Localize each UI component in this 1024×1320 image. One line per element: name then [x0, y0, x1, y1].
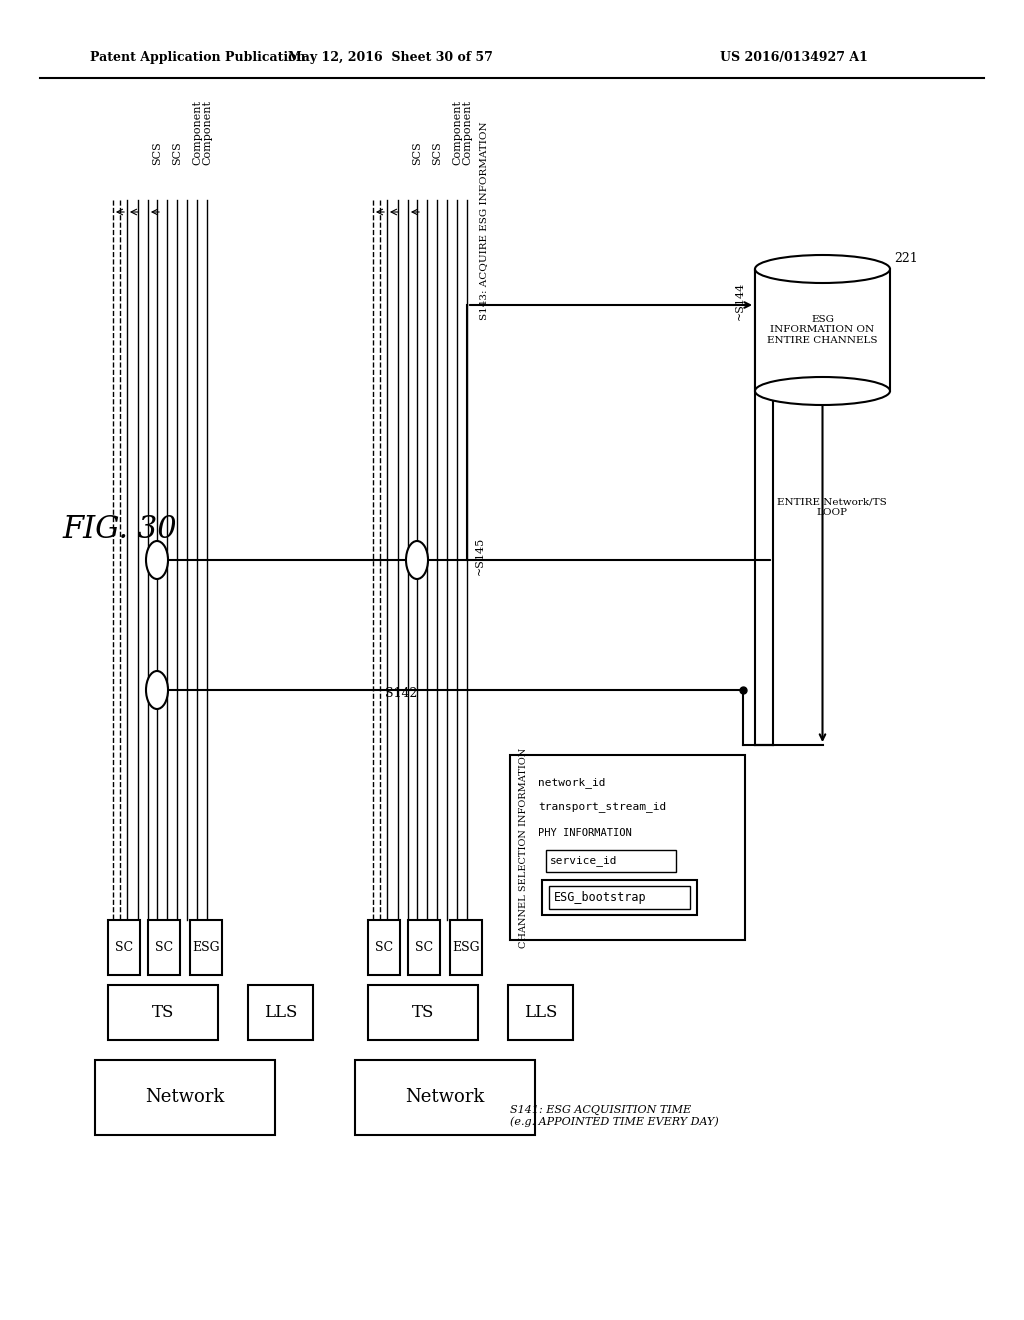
Bar — [546, 850, 676, 873]
Text: LLS: LLS — [524, 1005, 557, 1020]
Text: Component: Component — [462, 100, 472, 165]
Bar — [355, 1060, 535, 1135]
Ellipse shape — [406, 541, 428, 579]
Bar — [190, 920, 222, 975]
Bar — [408, 920, 440, 975]
Text: ~S145: ~S145 — [475, 537, 485, 576]
Text: SCS: SCS — [152, 141, 162, 165]
Text: SCS: SCS — [172, 141, 182, 165]
Text: PHY INFORMATION: PHY INFORMATION — [538, 828, 632, 838]
Text: 221: 221 — [894, 252, 918, 265]
Text: CHANNEL SELECTION INFORMATION: CHANNEL SELECTION INFORMATION — [518, 747, 527, 948]
Bar — [542, 880, 697, 915]
Text: ESG_bootstrap: ESG_bootstrap — [554, 891, 646, 904]
Text: S143: ACQUIRE ESG INFORMATION: S143: ACQUIRE ESG INFORMATION — [479, 121, 488, 319]
Ellipse shape — [755, 255, 890, 282]
Text: SC: SC — [115, 941, 133, 954]
Text: SCS: SCS — [432, 141, 442, 165]
Bar — [508, 985, 573, 1040]
Text: Component: Component — [202, 100, 212, 165]
Text: network_id: network_id — [538, 777, 605, 788]
Bar — [549, 886, 690, 909]
Bar — [368, 985, 478, 1040]
Bar — [148, 920, 180, 975]
Text: ESG: ESG — [453, 941, 480, 954]
Bar — [95, 1060, 275, 1135]
Ellipse shape — [146, 671, 168, 709]
Text: S141: ESG ACQUISITION TIME
(e.g. APPOINTED TIME EVERY DAY): S141: ESG ACQUISITION TIME (e.g. APPOINT… — [510, 1105, 719, 1127]
Text: SC: SC — [155, 941, 173, 954]
Bar — [450, 920, 482, 975]
Bar — [755, 269, 890, 391]
Text: US 2016/0134927 A1: US 2016/0134927 A1 — [720, 51, 868, 65]
Text: Patent Application Publication: Patent Application Publication — [90, 51, 305, 65]
Text: ~S144: ~S144 — [735, 281, 745, 319]
Text: SC: SC — [375, 941, 393, 954]
Text: ENTIRE Network/TS
LOOP: ENTIRE Network/TS LOOP — [777, 498, 887, 516]
Text: FIG. 30: FIG. 30 — [62, 515, 176, 545]
Text: transport_stream_id: transport_stream_id — [538, 801, 667, 812]
Text: May 12, 2016  Sheet 30 of 57: May 12, 2016 Sheet 30 of 57 — [288, 51, 493, 65]
Text: SC: SC — [415, 941, 433, 954]
Text: ESG: ESG — [193, 941, 220, 954]
Ellipse shape — [146, 541, 168, 579]
Bar — [368, 920, 400, 975]
Bar — [248, 985, 313, 1040]
Text: TS: TS — [152, 1005, 174, 1020]
Text: Component: Component — [452, 100, 462, 165]
Ellipse shape — [755, 378, 890, 405]
Text: ESG
INFORMATION ON
ENTIRE CHANNELS: ESG INFORMATION ON ENTIRE CHANNELS — [767, 315, 878, 345]
Text: Network: Network — [145, 1089, 224, 1106]
Text: LLS: LLS — [264, 1005, 297, 1020]
Bar — [510, 755, 745, 940]
Bar — [108, 920, 140, 975]
Text: Component: Component — [193, 100, 202, 165]
Text: S142: S142 — [385, 686, 418, 700]
Text: SCS: SCS — [412, 141, 422, 165]
Text: TS: TS — [412, 1005, 434, 1020]
Text: service_id: service_id — [550, 855, 617, 866]
Text: Network: Network — [406, 1089, 484, 1106]
Bar — [108, 985, 218, 1040]
